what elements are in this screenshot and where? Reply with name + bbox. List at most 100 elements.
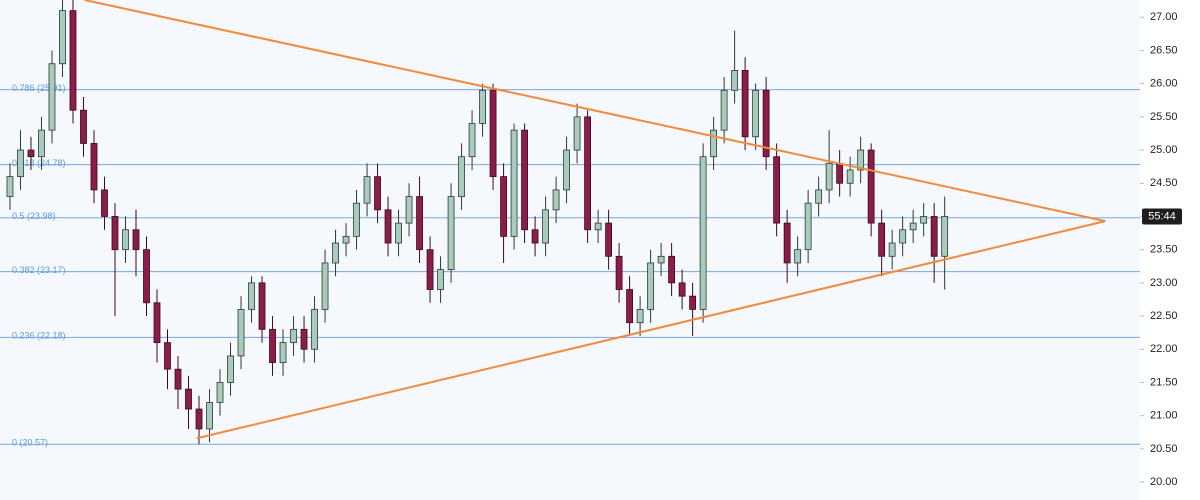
- y-tick-label: 20.00: [1150, 476, 1178, 488]
- candle-body: [521, 129, 528, 231]
- candle-body: [752, 89, 760, 138]
- candle-body: [90, 143, 98, 191]
- candle-body: [332, 242, 339, 264]
- candle-body: [647, 262, 655, 310]
- candle-body: [363, 176, 371, 204]
- candle-body: [227, 355, 234, 383]
- candle-body: [857, 149, 865, 171]
- y-tick-label: 25.50: [1150, 111, 1178, 123]
- candle-body: [342, 235, 350, 244]
- candle-body: [773, 156, 781, 224]
- candle-body: [395, 222, 402, 244]
- candle-body: [909, 222, 917, 231]
- candle-body: [80, 109, 87, 144]
- trendline: [196, 220, 1106, 440]
- candle-body: [825, 162, 833, 191]
- trendline: [84, 0, 1106, 223]
- candle-body: [437, 269, 444, 290]
- candle-body: [710, 129, 718, 158]
- candle-body: [626, 289, 633, 324]
- candle-body: [689, 295, 697, 310]
- candle-body: [290, 328, 297, 344]
- candle-body: [248, 282, 255, 310]
- fib-label: 0.618 (24.78): [12, 158, 66, 168]
- candle-body: [185, 388, 192, 410]
- candle-body: [657, 255, 665, 264]
- y-tick-label: 23.00: [1150, 277, 1178, 289]
- fib-label: 0 (20.57): [12, 438, 48, 448]
- candles: [6, 0, 949, 445]
- candle-body: [405, 196, 413, 224]
- candle-body: [836, 162, 844, 184]
- candle-body: [17, 149, 24, 178]
- candle-body: [678, 282, 686, 297]
- candle-body: [615, 255, 623, 290]
- y-tick-label: 22.00: [1150, 343, 1178, 355]
- fib-label: 0.786 (25.91): [12, 83, 66, 93]
- candle-body: [69, 10, 77, 111]
- candle-body: [741, 69, 749, 138]
- candle-body: [867, 149, 875, 224]
- y-tick-label: 21.00: [1150, 410, 1178, 422]
- y-tick-label: 21.50: [1150, 376, 1178, 388]
- y-tick-label: 22.50: [1150, 310, 1178, 322]
- candle-body: [815, 189, 823, 204]
- candle-body: [122, 229, 129, 251]
- candle-body: [237, 309, 245, 357]
- candle-body: [153, 302, 161, 344]
- candle-body: [27, 149, 35, 158]
- fib-label: 0.5 (23.98): [12, 211, 56, 221]
- candle-body: [594, 222, 602, 231]
- candle-body: [542, 209, 549, 244]
- candle-body: [59, 10, 66, 65]
- candle-body: [531, 229, 539, 244]
- candle-body: [720, 89, 728, 131]
- candle-body: [605, 222, 612, 257]
- countdown-label: 55:44: [1148, 210, 1176, 222]
- candle-body: [353, 202, 360, 237]
- candle-body: [762, 89, 770, 158]
- candle-body: [878, 222, 886, 257]
- candle-body: [573, 116, 581, 151]
- candle-body: [6, 176, 14, 197]
- candle-body: [699, 156, 707, 310]
- candle-body: [783, 222, 791, 264]
- price-axis-background: [1140, 0, 1200, 500]
- candle-body: [384, 209, 392, 244]
- candle-body: [48, 63, 56, 131]
- candle-body: [38, 129, 45, 158]
- candle-body: [794, 249, 802, 264]
- candle-body: [164, 342, 171, 370]
- candle-body: [216, 382, 224, 403]
- candle-body: [269, 328, 276, 363]
- y-tick-label: 23.50: [1150, 244, 1178, 256]
- candle-body: [300, 328, 308, 350]
- candle-body: [374, 176, 381, 211]
- candle-body: [416, 196, 423, 251]
- candle-body: [258, 282, 266, 330]
- candle-body: [552, 189, 560, 211]
- candle-body: [804, 202, 812, 251]
- candle-body: [563, 149, 570, 191]
- candle-body: [500, 176, 507, 237]
- candle-body: [731, 69, 739, 91]
- candle-body: [143, 249, 150, 304]
- candle-body: [668, 255, 676, 284]
- candle-body: [426, 249, 434, 290]
- candle-body: [510, 129, 518, 237]
- candle-body: [930, 216, 938, 257]
- y-tick-label: 27.00: [1150, 11, 1178, 23]
- candle-body: [458, 156, 465, 197]
- candle-body: [899, 229, 907, 244]
- candle-body: [489, 89, 497, 178]
- candle-body: [195, 408, 203, 430]
- candle-body: [479, 89, 486, 124]
- y-tick-label: 26.50: [1150, 44, 1178, 56]
- candle-body: [447, 196, 455, 270]
- candle-body: [636, 309, 644, 324]
- candle-body: [206, 401, 213, 430]
- candle-body: [584, 116, 591, 231]
- candle-body: [132, 229, 140, 251]
- candle-body: [846, 169, 854, 184]
